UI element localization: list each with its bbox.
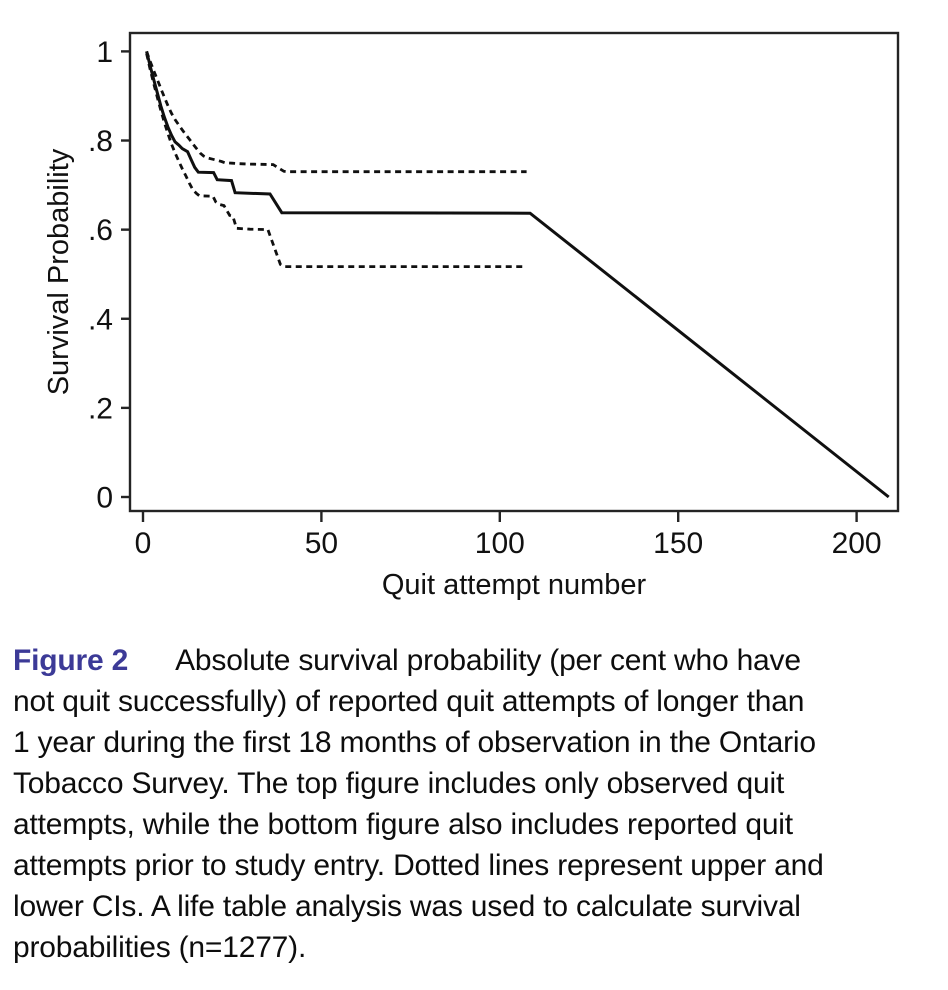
figure-caption: Figure 2 Absolute survival probability (p… [13,640,945,968]
x-axis-tick-label: 200 [832,527,882,560]
caption-line-7: lower CIs. A life table analysis was use… [13,890,801,923]
caption-line-6: attempts prior to study entry. Dotted li… [13,849,824,882]
x-axis-title: Quit attempt number [382,569,647,601]
caption-line-8: probabilities (n=1277). [13,931,307,964]
figure-number-label: Figure 2 [13,644,129,677]
y-axis-tick-label: .4 [88,303,113,336]
survival-chart-svg: 0 .2 .4 .6 .8 1 0 50 100 150 200 Survival Probabili… [43,31,900,601]
x-axis-tick-label: 150 [653,527,703,560]
y-axis-tick-label: .2 [88,392,113,425]
caption-line-2: not quit successfully) of reported quit … [13,685,805,718]
caption-line-1: Figure 2 Absolute survival probability (p… [13,640,945,681]
y-axis-title: Survival Probability [43,148,75,395]
lower-ci-line [145,53,525,269]
y-axis-tick-label: .6 [88,214,113,247]
y-axis-tick-label: 0 [96,482,113,515]
caption-line-3: 1 year during the first 18 months of obs… [13,726,816,759]
x-axis-tick-label: 0 [135,527,152,560]
x-axis-tick-label: 50 [305,527,338,560]
survival-line [145,51,890,499]
caption-line-4: Tobacco Survey. The top figure includes … [13,767,785,800]
upper-ci-line [145,50,527,174]
x-axis-tick-label: 100 [475,527,525,560]
caption-line-5: attempts, while the bottom figure also i… [13,808,793,841]
plot-frame [128,31,900,513]
survival-chart: 0 .2 .4 .6 .8 1 0 50 100 150 200 Survival Probabili… [43,31,900,601]
y-axis-tick-label: .8 [88,125,113,158]
caption-line-1-text: Absolute survival probability (per cent … [175,644,801,677]
y-axis-tick-label: 1 [96,36,113,69]
